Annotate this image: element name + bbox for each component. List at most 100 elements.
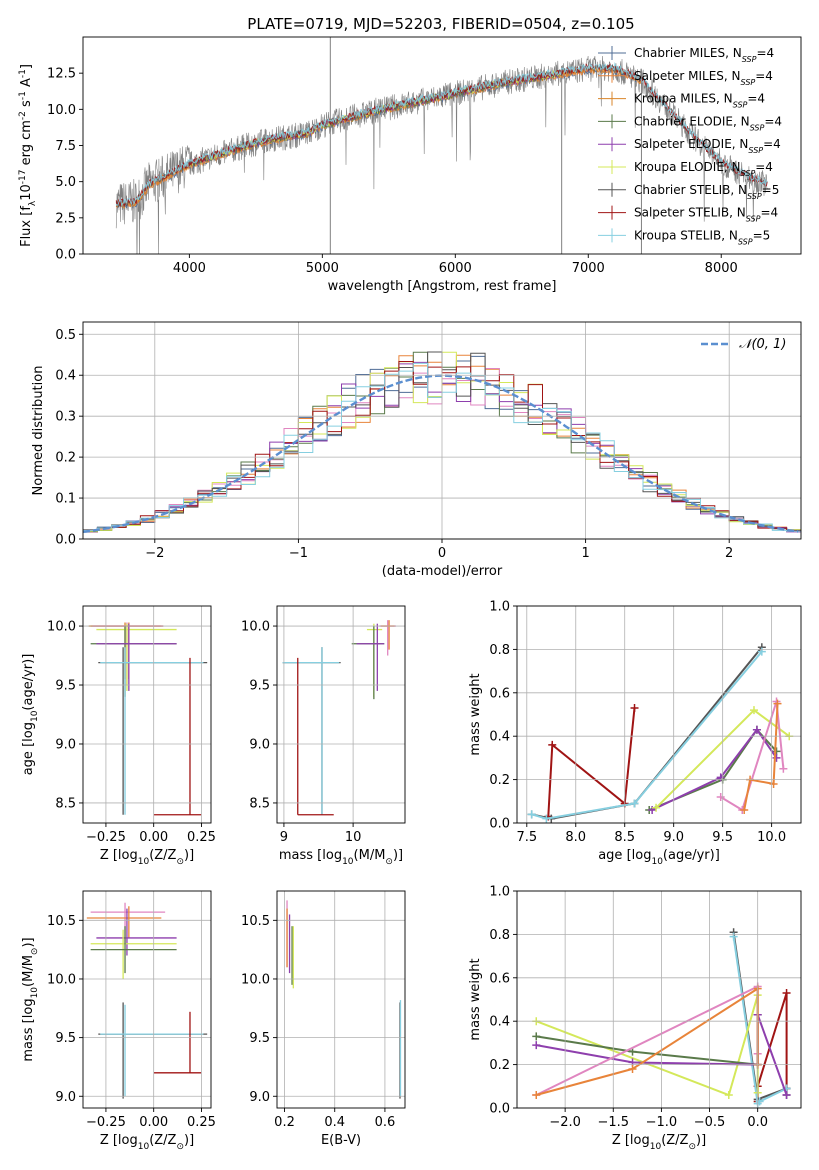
weight-marker [716, 773, 725, 782]
x-tick-label: 0 [438, 546, 446, 561]
y-tick-label: 7.5 [55, 139, 76, 154]
legend-label: Kroupa STELIB, NSSP=5 [634, 228, 770, 246]
y-tick-label: 10.5 [47, 914, 76, 929]
weight-line-kroupa_stelib [732, 936, 788, 1107]
age_vs_z-data-area [88, 622, 208, 816]
y-tick-label: 1.0 [489, 600, 510, 615]
y-tick-label: 0.0 [489, 1102, 510, 1117]
y-tick-label: 10.0 [241, 972, 270, 987]
weight-marker [630, 799, 639, 808]
legend-label: Salpeter ELODIE, NSSP=4 [634, 137, 781, 155]
weight-line-salpeter_stelib [547, 707, 636, 817]
weight-marker [729, 932, 738, 941]
legend-label: Chabrier ELODIE, NSSP=4 [634, 114, 782, 131]
y-tick-label: 10.0 [47, 620, 76, 635]
x-tick-label: −2.0 [549, 1115, 581, 1130]
weight-line-chabrier_elodie [648, 728, 778, 811]
y-tick-label: 0.3 [55, 410, 76, 425]
x-tick-label: 5000 [306, 261, 339, 276]
x-tick-label: 7.5 [516, 830, 537, 845]
y-tick-label: 0.5 [55, 328, 76, 343]
mass_vs_ebv-xlabel: E(B-V) [321, 1133, 361, 1148]
y-tick-label: 0.2 [55, 451, 76, 466]
legend-label: Kroupa ELODIE, NSSP=4 [634, 160, 773, 178]
y-tick-label: 9.0 [249, 1090, 270, 1105]
x-tick-label: 0.25 [187, 830, 216, 845]
age_vs_z-ylabel: age [log10(age/yr)] [21, 654, 40, 776]
weight_vs_age-frame [516, 605, 802, 824]
x-tick-label: −0.25 [86, 1115, 126, 1130]
y-tick-label: 0.0 [55, 248, 76, 263]
weight-marker [755, 1097, 764, 1106]
model-line-kroupa_stelib [115, 61, 768, 208]
x-tick-label: −1 [289, 546, 308, 561]
y-tick-label: 8.5 [55, 796, 76, 811]
x-tick-label: −0.25 [86, 830, 126, 845]
age_vs_mass-data-area [282, 620, 397, 816]
weight-marker [652, 803, 661, 812]
weight-marker [628, 1064, 637, 1073]
y-tick-label: 0.4 [489, 1015, 510, 1030]
x-tick-label: 9 [280, 830, 288, 845]
weight-marker [532, 1041, 541, 1050]
y-tick-label: 9.5 [55, 1031, 76, 1046]
x-tick-label: 9.5 [712, 830, 733, 845]
x-tick-label: 10 [345, 830, 362, 845]
weight_vs_age-ylabel: mass weight [468, 673, 483, 755]
y-tick-label: 0.0 [489, 817, 510, 832]
model-line-chabrier_miles [115, 66, 642, 209]
legend-label: Chabrier MILES, NSSP=4 [634, 46, 774, 64]
y-tick-label: 9.5 [249, 1031, 270, 1046]
y-tick-label: 0.2 [489, 773, 510, 788]
x-tick-label: −2 [145, 546, 164, 561]
x-tick-label: 0.0 [747, 1115, 768, 1130]
y-tick-label: 0.0 [55, 533, 76, 548]
y-tick-label: 0.2 [489, 1058, 510, 1073]
x-tick-label: 0.2 [274, 1115, 295, 1130]
y-tick-label: 9.5 [249, 679, 270, 694]
x-tick-label: −1.0 [646, 1115, 678, 1130]
mass_vs_z-plot [83, 891, 211, 1108]
weight_vs_z-xlabel: Z [log10(Z/Z⊙)] [612, 1133, 706, 1152]
x-tick-label: 6000 [439, 261, 472, 276]
legend-label: Salpeter MILES, NSSP=4 [634, 69, 773, 87]
y-tick-label: 10.0 [241, 620, 270, 635]
y-tick-label: 10.5 [241, 914, 270, 929]
y-tick-label: 0.4 [55, 369, 76, 384]
weight-marker [749, 706, 758, 715]
weight-marker [716, 792, 725, 801]
mass_vs_z-frame [82, 890, 212, 1109]
weight-marker [542, 814, 551, 823]
x-tick-label: 0.6 [375, 1115, 396, 1130]
x-tick-label: 4000 [173, 261, 206, 276]
y-tick-label: 0.6 [489, 971, 510, 986]
spectrum-data-line [115, 55, 768, 254]
weight-line-pink [720, 701, 785, 812]
y-tick-label: 0.8 [489, 643, 510, 658]
x-tick-label: 2 [725, 546, 733, 561]
x-tick-label: 0.00 [139, 830, 168, 845]
weight-marker [782, 988, 791, 997]
mass_vs_ebv-frame [276, 890, 406, 1109]
y-tick-label: 0.1 [55, 492, 76, 507]
weight-marker [548, 740, 557, 749]
weight-marker [724, 1090, 733, 1099]
weight_vs_age-xlabel: age [log10(age/yr)] [598, 848, 720, 867]
weight-line-salpeter_elodie [651, 727, 778, 811]
weight-marker [782, 1090, 791, 1099]
weight_vs_z-ylabel: mass weight [468, 958, 483, 1040]
legend-label: Salpeter STELIB, NSSP=4 [634, 206, 778, 224]
x-tick-label: 8000 [705, 261, 738, 276]
weight-marker [773, 699, 782, 708]
x-tick-label: 8.0 [565, 830, 586, 845]
weight_vs_age-plot [517, 605, 801, 824]
x-tick-label: 0.00 [139, 1115, 168, 1130]
residuals-plot [83, 322, 801, 540]
age_vs_mass-xlabel: mass [log10(M/M⊙)] [279, 848, 403, 867]
y-tick-label: 0.4 [489, 730, 510, 745]
legend-label: Chabrier STELIB, NSSP=5 [634, 183, 779, 201]
weight-marker [779, 764, 788, 773]
weight_vs_age-data-area [527, 643, 794, 823]
y-tick-label: 5.0 [55, 175, 76, 190]
